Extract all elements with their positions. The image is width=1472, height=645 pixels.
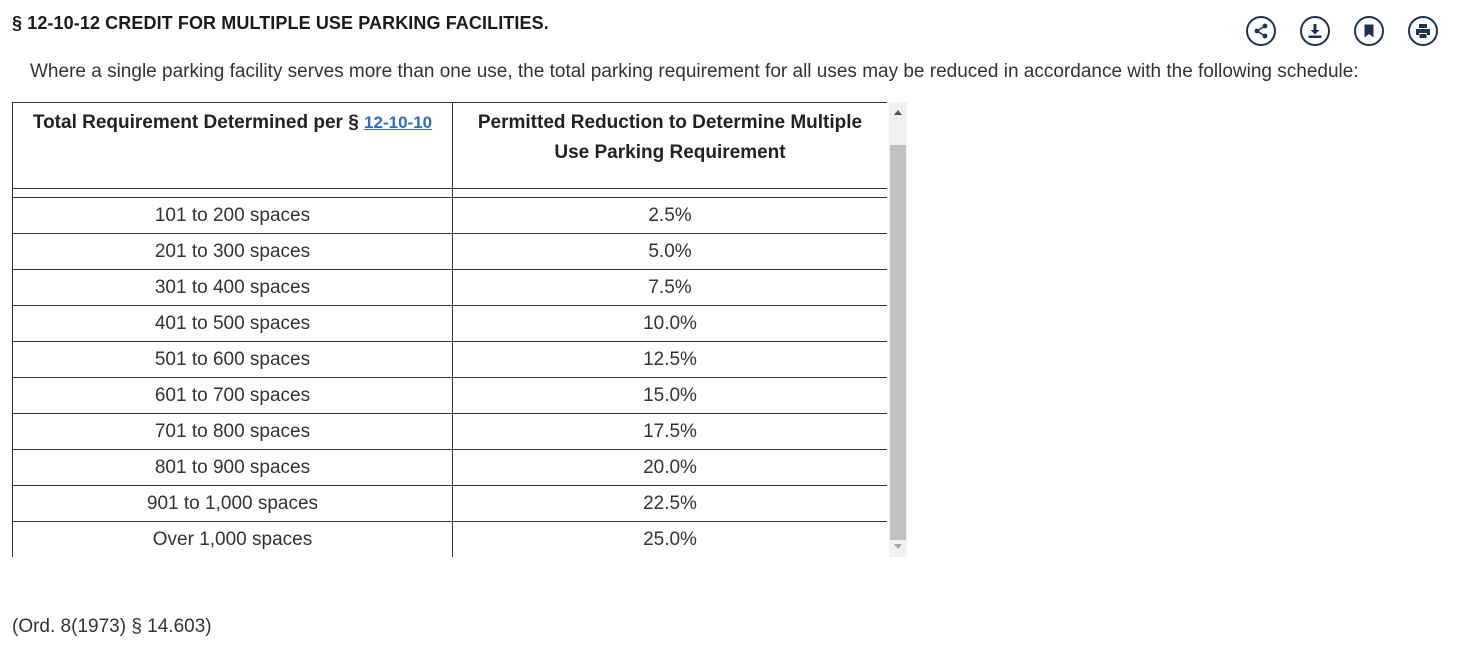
cell-parking-range: 301 to 400 spaces	[13, 270, 453, 306]
table-row: 101 to 200 spaces 2.5%	[13, 198, 888, 234]
bookmark-button[interactable]	[1354, 16, 1384, 46]
header-total-requirement-label: Total Requirement Determined per §	[33, 112, 359, 133]
table-row: 801 to 900 spaces 20.0%	[13, 450, 888, 486]
cell-parking-range: 601 to 700 spaces	[13, 378, 453, 414]
cell-permitted-reduction: 5.0%	[453, 234, 888, 270]
schedule-table: Total Requirement Determined per § 12-10…	[12, 102, 887, 557]
cell-permitted-reduction: 12.5%	[453, 342, 888, 378]
action-toolbar	[1246, 16, 1438, 46]
table-row: 901 to 1,000 spaces 22.5%	[13, 486, 888, 522]
header-permitted-reduction: Permitted Reduction to Determine Multipl…	[453, 103, 888, 189]
table-header-row: Total Requirement Determined per § 12-10…	[13, 103, 888, 189]
cell-parking-range: 401 to 500 spaces	[13, 306, 453, 342]
cell-parking-range: 801 to 900 spaces	[13, 450, 453, 486]
intro-paragraph: Where a single parking facility serves m…	[30, 61, 1359, 83]
cell-permitted-reduction: 22.5%	[453, 486, 888, 522]
cell-permitted-reduction: 10.0%	[453, 306, 888, 342]
download-icon	[1307, 23, 1323, 39]
print-button[interactable]	[1408, 16, 1438, 46]
cell-parking-range: Over 1,000 spaces	[13, 522, 453, 558]
print-icon	[1415, 23, 1431, 39]
scroll-down-arrow-icon[interactable]	[894, 544, 902, 549]
table-row: 701 to 800 spaces 17.5%	[13, 414, 888, 450]
cell-parking-range: 701 to 800 spaces	[13, 414, 453, 450]
scroll-up-arrow-icon[interactable]	[894, 110, 902, 115]
table-row: 601 to 700 spaces 15.0%	[13, 378, 888, 414]
ordinance-citation: (Ord. 8(1973) § 14.603)	[12, 616, 212, 638]
schedule-table-container: Total Requirement Determined per § 12-10…	[12, 102, 887, 557]
table-row: 501 to 600 spaces 12.5%	[13, 342, 888, 378]
cell-permitted-reduction: 25.0%	[453, 522, 888, 558]
cell-permitted-reduction: 17.5%	[453, 414, 888, 450]
cell-permitted-reduction: 7.5%	[453, 270, 888, 306]
share-icon	[1253, 23, 1269, 39]
bookmark-icon	[1361, 23, 1377, 39]
cell-parking-range: 201 to 300 spaces	[13, 234, 453, 270]
cell-parking-range: 101 to 200 spaces	[13, 198, 453, 234]
download-button[interactable]	[1300, 16, 1330, 46]
cell-parking-range: 901 to 1,000 spaces	[13, 486, 453, 522]
cell-permitted-reduction: 2.5%	[453, 198, 888, 234]
scroll-thumb[interactable]	[890, 145, 906, 540]
section-12-10-10-link[interactable]: 12-10-10	[364, 113, 432, 132]
cell-permitted-reduction: 20.0%	[453, 450, 888, 486]
table-row: Over 1,000 spaces 25.0%	[13, 522, 888, 558]
share-button[interactable]	[1246, 16, 1276, 46]
table-scrollbar[interactable]	[889, 102, 907, 557]
table-row: 401 to 500 spaces 10.0%	[13, 306, 888, 342]
cell-permitted-reduction: 15.0%	[453, 378, 888, 414]
table-row: 301 to 400 spaces 7.5%	[13, 270, 888, 306]
cell-parking-range: 501 to 600 spaces	[13, 342, 453, 378]
table-spacer-row	[13, 189, 888, 198]
header-total-requirement: Total Requirement Determined per § 12-10…	[13, 103, 453, 189]
table-row: 201 to 300 spaces 5.0%	[13, 234, 888, 270]
section-title: § 12-10-12 CREDIT FOR MULTIPLE USE PARKI…	[12, 13, 549, 34]
